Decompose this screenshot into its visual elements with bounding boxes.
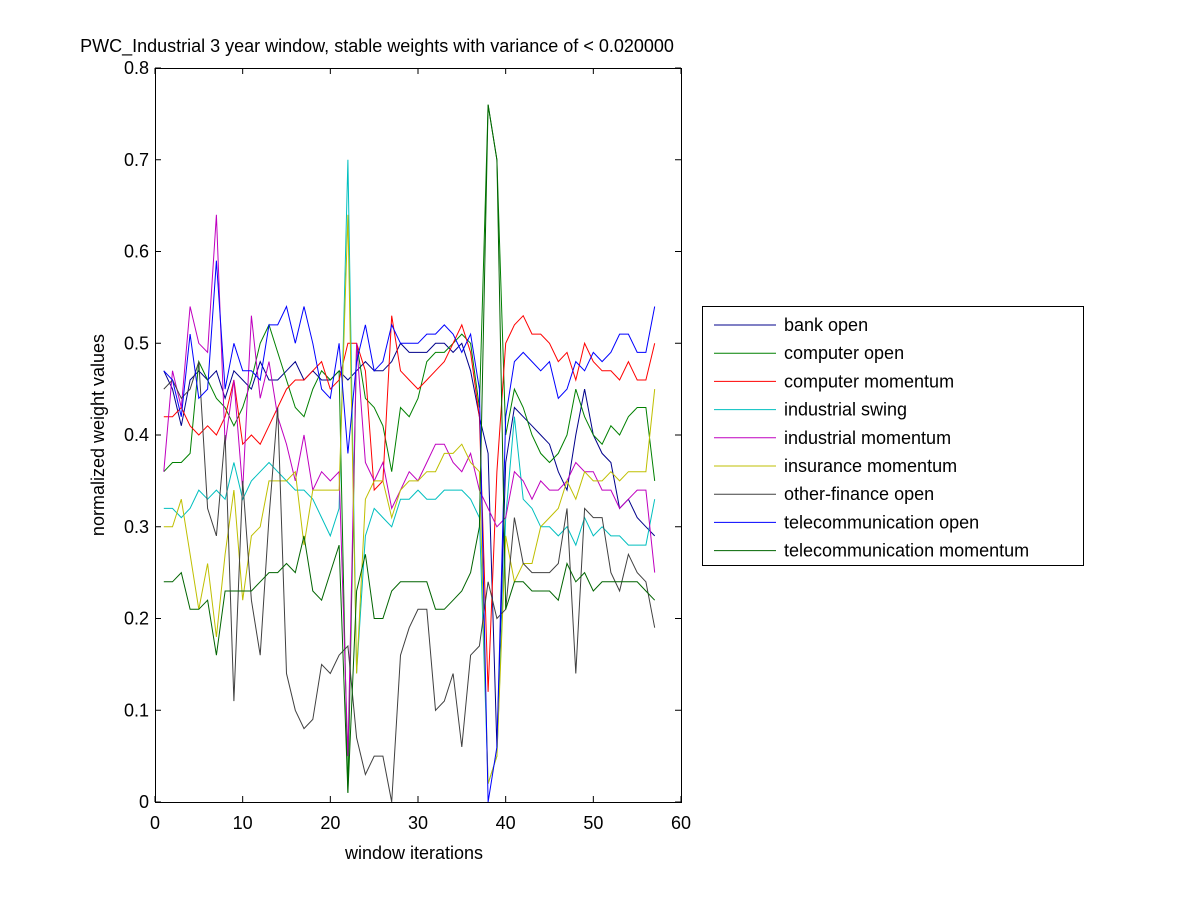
series-line-1 bbox=[163, 104, 656, 793]
x-tick-label: 30 bbox=[408, 813, 428, 833]
y-tick-label: 0.4 bbox=[124, 425, 149, 445]
y-tick-label: 0.5 bbox=[124, 333, 149, 353]
series-line-2 bbox=[163, 314, 656, 692]
x-tick-label: 10 bbox=[233, 813, 253, 833]
series-layer bbox=[163, 104, 656, 803]
legend-entry: industrial swing bbox=[784, 400, 907, 420]
y-tick-label: 0 bbox=[139, 792, 149, 812]
legend-items: bank open computer open computer momentum i… bbox=[714, 315, 1029, 561]
legend-entry: insurance momentum bbox=[784, 456, 957, 476]
x-tick-label: 20 bbox=[320, 813, 340, 833]
x-tick-label: 50 bbox=[583, 813, 603, 833]
x-tick-label: 60 bbox=[671, 813, 691, 833]
series-line-3 bbox=[163, 159, 656, 784]
y-tick-label: 0.6 bbox=[124, 242, 149, 262]
y-axis-label: normalized weight values bbox=[88, 334, 108, 536]
y-tick-label: 0.8 bbox=[124, 58, 149, 78]
series-line-7 bbox=[163, 260, 656, 803]
y-tick-label: 0.2 bbox=[124, 609, 149, 629]
y-tick-label: 0.3 bbox=[124, 517, 149, 537]
x-axis: 0 10 20 30 40 50 60 bbox=[150, 68, 691, 833]
legend-entry: computer momentum bbox=[784, 371, 954, 391]
legend-entry: industrial momentum bbox=[784, 428, 951, 448]
series-line-6 bbox=[163, 361, 656, 803]
series-line-4 bbox=[163, 214, 656, 757]
x-axis-label: window iterations bbox=[344, 843, 483, 863]
chart-title: PWC_Industrial 3 year window, stable wei… bbox=[80, 36, 674, 57]
series-line-8 bbox=[163, 104, 656, 793]
series-line-5 bbox=[163, 214, 656, 784]
x-tick-label: 40 bbox=[496, 813, 516, 833]
x-tick-label: 0 bbox=[150, 813, 160, 833]
legend-entry: telecommunication momentum bbox=[784, 541, 1029, 561]
legend-entry: other-finance open bbox=[784, 484, 934, 504]
y-axis: 0 0.1 0.2 0.3 0.4 0.5 0.6 0.7 0.8 bbox=[124, 58, 681, 812]
y-tick-label: 0.1 bbox=[124, 700, 149, 720]
legend-entry: bank open bbox=[784, 315, 868, 335]
y-tick-label: 0.7 bbox=[124, 150, 149, 170]
legend-entry: computer open bbox=[784, 343, 904, 363]
legend-entry: telecommunication open bbox=[784, 512, 979, 532]
legend: bank open computer open computer momentum i… bbox=[702, 306, 1084, 566]
series-line-0 bbox=[163, 342, 656, 748]
